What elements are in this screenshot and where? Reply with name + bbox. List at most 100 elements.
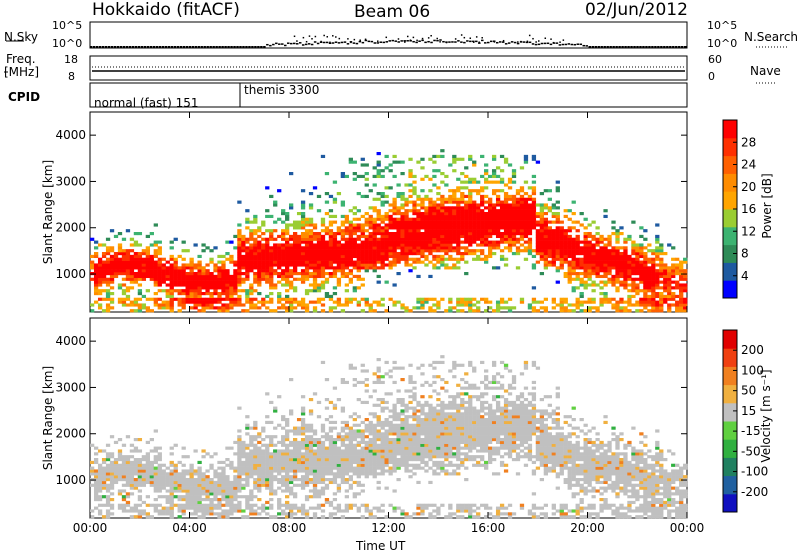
power-cell: [476, 206, 481, 210]
power-cell: [344, 252, 349, 256]
power-cell: [575, 220, 580, 224]
power-cell: [281, 243, 286, 247]
power-cell: [161, 266, 166, 270]
power-cell: [169, 303, 174, 307]
velocity-cell: [149, 480, 154, 485]
power-cell: [241, 309, 246, 313]
power-cell: [193, 306, 198, 310]
power-cell: [615, 229, 620, 233]
power-cell: [551, 220, 556, 224]
power-cell: [651, 297, 656, 301]
power-cell: [380, 237, 385, 241]
power-cell: [113, 257, 119, 261]
power-cell: [316, 263, 322, 267]
power-cell: [515, 203, 521, 207]
power-cell: [348, 234, 353, 239]
velocity-cell: [372, 452, 377, 456]
power-cell: [93, 289, 99, 293]
velocity-cell: [265, 452, 270, 456]
power-cell: [308, 217, 314, 221]
power-cell: [539, 254, 545, 259]
velocity-cell: [189, 466, 194, 470]
power-cell: [472, 209, 477, 213]
power-cell: [165, 274, 170, 279]
velocity-cell: [376, 446, 381, 450]
nsky-point: [642, 46, 645, 48]
power-cell: [169, 292, 174, 296]
power-cell: [531, 300, 537, 304]
power-cell: [412, 192, 417, 196]
power-cell: [285, 217, 290, 221]
power-cell: [599, 249, 604, 253]
power-cell: [292, 232, 298, 236]
power-cell: [336, 226, 342, 230]
power-cell: [257, 249, 262, 253]
power-cell: [635, 252, 640, 256]
power-cell: [237, 234, 242, 239]
power-cell: [456, 223, 461, 227]
power-cell: [205, 274, 210, 279]
power-cell: [273, 252, 278, 256]
power-cell: [388, 186, 393, 190]
velocity-cell: [285, 460, 290, 465]
power-cell: [332, 274, 338, 279]
velocity-cell: [368, 440, 373, 445]
power-cell: [476, 203, 481, 207]
velocity-cell: [257, 512, 262, 516]
velocity-cell: [344, 463, 349, 467]
power-cell: [133, 277, 139, 281]
power-cell: [197, 309, 202, 313]
power-cell: [440, 260, 445, 264]
velocity-cell: [249, 503, 254, 507]
power-cell: [436, 217, 441, 221]
power-cell: [324, 249, 330, 253]
power-cell: [368, 243, 373, 247]
velocity-cell: [185, 469, 190, 473]
velocity-cell: [376, 432, 381, 436]
power-cell: [209, 300, 214, 304]
velocity-cell: [257, 469, 262, 473]
power-cell: [109, 263, 115, 267]
velocity-cell: [185, 483, 190, 487]
power-cell: [165, 294, 170, 299]
power-cell: [316, 274, 322, 279]
power-cell: [344, 246, 349, 250]
power-cell: [253, 257, 258, 261]
power-cell: [392, 160, 397, 164]
power-cell: [285, 232, 290, 236]
power-cell: [149, 269, 154, 273]
power-cell: [285, 229, 290, 233]
power-cell: [269, 246, 274, 250]
power-cell: [193, 286, 198, 290]
velocity-cell: [300, 452, 306, 456]
power-cell: [420, 249, 425, 253]
power-cell: [396, 217, 401, 221]
power-cell: [631, 286, 636, 290]
power-cell: [671, 297, 676, 301]
power-cell: [428, 217, 433, 221]
power-cell: [117, 269, 123, 273]
power-cell: [615, 266, 620, 270]
velocity-cell: [149, 478, 154, 482]
power-cell: [456, 300, 461, 304]
power-cell: [281, 252, 286, 256]
power-cell: [201, 269, 206, 273]
velocity-cell: [141, 478, 147, 482]
power-cell: [424, 300, 429, 304]
velocity-cell: [225, 480, 230, 485]
power-cell: [396, 183, 401, 187]
power-cell: [611, 260, 616, 264]
power-cell: [245, 277, 250, 281]
power-cell: [245, 272, 250, 276]
velocity-cell: [233, 452, 238, 456]
power-cell: [332, 272, 338, 276]
power-cell: [424, 223, 429, 227]
nsky-point: [295, 43, 299, 45]
velocity-cell: [380, 460, 385, 465]
power-cell: [225, 286, 230, 290]
power-cell: [456, 212, 461, 216]
power-cell: [643, 272, 648, 276]
power-cell: [671, 280, 676, 284]
